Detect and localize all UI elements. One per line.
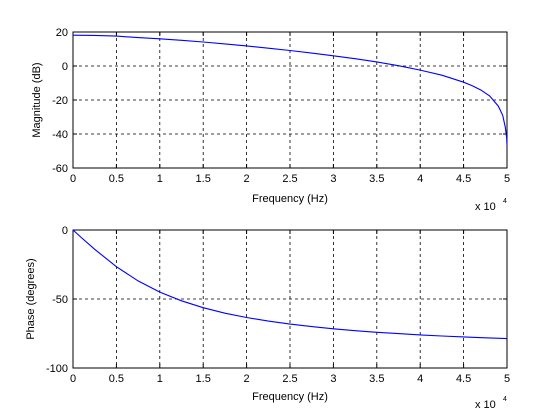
phase-x-tick-label: 0 xyxy=(70,373,76,385)
phase-x-tick-labels: 0 0.5 1 1.5 2 2.5 3 3.5 4 4.5 5 xyxy=(70,373,510,385)
phase-x-tick-label: 2 xyxy=(244,373,250,385)
phase-x-multiplier: x 10 xyxy=(475,399,496,411)
phase-x-tick-label: 1 xyxy=(157,373,163,385)
phase-x-tick-label: 4 xyxy=(417,373,423,385)
phase-y-axis-label: Phase (degrees) xyxy=(25,258,37,339)
phase-x-tick-label: 3 xyxy=(330,373,336,385)
magnitude-x-tick-label: 2 xyxy=(244,173,250,185)
magnitude-ticks xyxy=(72,31,508,169)
magnitude-x-tick-label: 1 xyxy=(157,173,163,185)
phase-x-multiplier-base: x 10 xyxy=(475,399,496,411)
magnitude-x-tick-label: 3.5 xyxy=(369,173,384,185)
magnitude-x-tick-labels: 0 0.5 1 1.5 2 2.5 3 3.5 4 4.5 5 xyxy=(70,173,510,185)
magnitude-x-axis-label: Frequency (Hz) xyxy=(252,193,328,205)
phase-y-tick-label: -50 xyxy=(52,294,68,306)
phase-y-tick-label: -100 xyxy=(46,363,68,375)
phase-y-tick-labels: 0 -50 -100 xyxy=(46,225,68,375)
magnitude-x-tick-label: 5 xyxy=(504,173,510,185)
phase-x-tick-label: 2.5 xyxy=(282,373,297,385)
magnitude-y-tick-label: 0 xyxy=(62,61,68,73)
phase-x-axis-label: Frequency (Hz) xyxy=(252,391,328,403)
magnitude-grid xyxy=(73,32,507,168)
phase-x-tick-label: 1.5 xyxy=(196,373,211,385)
phase-x-tick-label: 3.5 xyxy=(369,373,384,385)
magnitude-panel: 0 0.5 1 1.5 2 2.5 3 3.5 4 4.5 5 20 0 -20 -40 -60 Frequ… xyxy=(31,27,510,213)
phase-grid xyxy=(73,230,507,368)
magnitude-y-axis-label: Magnitude (dB) xyxy=(31,62,43,137)
magnitude-x-multiplier-exponent: 4 xyxy=(503,198,507,205)
phase-x-multiplier-exponent: 4 xyxy=(503,396,507,403)
magnitude-x-tick-label: 2.5 xyxy=(282,173,297,185)
magnitude-x-tick-label: 4.5 xyxy=(456,173,471,185)
phase-panel: 0 0.5 1 1.5 2 2.5 3 3.5 4 4.5 5 0 -50 -100 Frequency… xyxy=(25,225,510,411)
phase-x-tick-label: 4.5 xyxy=(456,373,471,385)
magnitude-x-multiplier-base: x 10 xyxy=(475,201,496,213)
phase-x-tick-label: 0.5 xyxy=(109,373,124,385)
magnitude-series-line xyxy=(72,34,508,146)
magnitude-x-multiplier: x 10 xyxy=(475,201,496,213)
magnitude-y-tick-label: 20 xyxy=(56,27,68,39)
phase-series-line xyxy=(72,229,508,340)
magnitude-x-tick-label: 4 xyxy=(417,173,423,185)
magnitude-y-tick-label: -20 xyxy=(52,95,68,107)
phase-y-tick-label: 0 xyxy=(62,225,68,237)
magnitude-x-tick-label: 1.5 xyxy=(196,173,211,185)
magnitude-y-tick-label: -40 xyxy=(52,129,68,141)
magnitude-y-tick-labels: 20 0 -20 -40 -60 xyxy=(52,27,68,175)
magnitude-x-tick-label: 3 xyxy=(330,173,336,185)
magnitude-x-tick-label: 0.5 xyxy=(109,173,124,185)
magnitude-x-tick-label: 0 xyxy=(70,173,76,185)
magnitude-y-tick-label: -60 xyxy=(52,163,68,175)
phase-x-tick-label: 5 xyxy=(504,373,510,385)
